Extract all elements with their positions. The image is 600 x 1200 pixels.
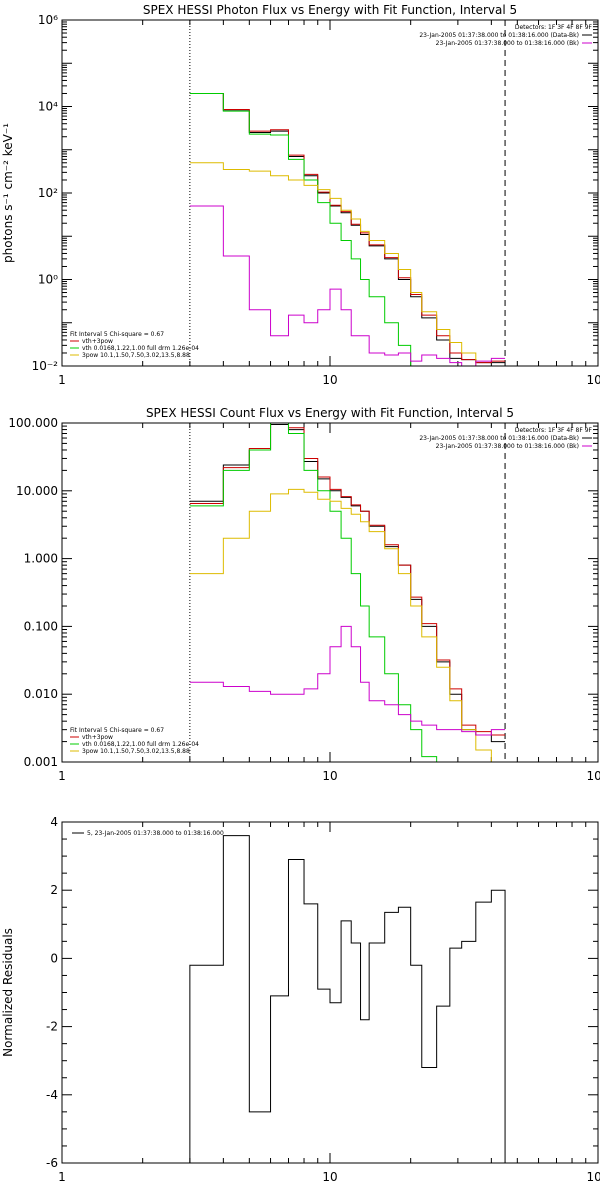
y-tick-label: 100.000: [8, 416, 58, 430]
residual-legend-entry: 5, 23-Jan-2005 01:37:38.000 to 01:38:16.…: [87, 830, 224, 837]
series-line-3: [189, 423, 438, 762]
series-line-1: [189, 92, 506, 364]
chart-title: SPEX HESSI Count Flux vs Energy with Fit…: [146, 406, 514, 420]
series-line-5: [189, 205, 506, 366]
legend-header: Detectors: 1F 3F 4F 8F 9F: [515, 24, 593, 31]
y-tick-label: 10⁰: [38, 273, 58, 287]
x-tick-label: 100: [587, 1170, 600, 1184]
series-line-3: [189, 92, 423, 366]
fit-legend-entry: vth 0.0168,1.22,1.00 full drm 1.26e-04: [82, 741, 199, 748]
plot-frame: [61, 821, 599, 1164]
x-tick-label: 10: [322, 373, 337, 387]
y-tick-label: -2: [46, 1020, 58, 1034]
plot-area: [189, 92, 506, 366]
y-tick-label: -6: [46, 1156, 58, 1170]
series-line-4: [189, 162, 477, 366]
series-line-1: [189, 424, 506, 743]
x-tick-label: 100: [587, 373, 600, 387]
series-line-4: [189, 488, 492, 762]
y-tick-label: 10⁻²: [32, 359, 59, 373]
fit-legend-header: Fit Interval 5 Chi-square = 0.67: [70, 727, 164, 734]
x-tick-label: 1: [58, 373, 66, 387]
series-line-2: [189, 92, 506, 364]
legend-header: Detectors: 1F 3F 4F 8F 9F: [515, 427, 593, 434]
y-tick-label: 10⁶: [38, 13, 58, 27]
y-tick-label: 0.100: [24, 619, 58, 633]
y-axis-label: Normalized Residuals: [1, 928, 15, 1057]
y-axis-label: photons s⁻¹ cm⁻² keV⁻¹: [1, 123, 15, 263]
fit-legend-entry: 3pow 10.1,1.50,7.50,3.02,13.5,8.88: [82, 352, 190, 359]
fit-legend-entry: vth 0.0168,1.22,1.00 full drm 1.26e-04: [82, 345, 199, 352]
y-tick-label: 2: [50, 883, 58, 897]
y-tick-label: 10⁴: [38, 100, 58, 114]
plot-frame: [61, 19, 599, 367]
plot-area: [189, 423, 506, 762]
fit-legend-entry: 3pow 10.1,1.50,7.50,3.02,13.5,8.88: [82, 748, 190, 755]
legend-entry: 23-Jan-2005 01:37:38.000 to 01:38:16.000…: [436, 40, 579, 47]
x-tick-label: 1: [58, 769, 66, 783]
x-tick-label: 100: [587, 769, 600, 783]
x-tick-label: 10: [322, 1170, 337, 1184]
y-tick-label: 1.000: [24, 552, 58, 566]
fit-legend-header: Fit Interval 5 Chi-square = 0.67: [70, 331, 164, 338]
fit-legend-entry: vth+3pow: [82, 338, 113, 345]
chart-panel-1: SPEX HESSI Photon Flux vs Energy with Fi…: [1, 3, 600, 387]
legend-entry: 23-Jan-2005 01:37:38.000 to 01:38:16.000…: [419, 32, 579, 39]
chart-title: SPEX HESSI Photon Flux vs Energy with Fi…: [143, 3, 517, 17]
x-tick-label: 1: [58, 1170, 66, 1184]
y-tick-label: 10.000: [16, 484, 58, 498]
series-line-5: [189, 625, 506, 736]
y-tick-label: 0.001: [24, 755, 58, 769]
y-tick-label: 10²: [38, 186, 58, 200]
chart-panel-2: SPEX HESSI Count Flux vs Energy with Fit…: [8, 406, 600, 783]
y-tick-label: -4: [46, 1088, 58, 1102]
y-tick-label: 0: [50, 951, 58, 965]
series-line-2: [189, 423, 506, 736]
y-tick-label: 0.010: [24, 687, 58, 701]
plot-area: [189, 835, 506, 1163]
legend-entry: 23-Jan-2005 01:37:38.000 to 01:38:16.000…: [436, 443, 579, 450]
legend-entry: 23-Jan-2005 01:37:38.000 to 01:38:16.000…: [419, 435, 579, 442]
series-line-1: [189, 835, 506, 1163]
chart-panel-3: 1 10 100 -6 -4 -2 0 2 4 Normalized Residuals 5, 23…: [1, 815, 600, 1184]
y-tick-label: 4: [50, 815, 58, 829]
x-tick-label: 10: [322, 769, 337, 783]
plot-frame: [61, 422, 599, 763]
fit-legend-entry: vth+3pow: [82, 734, 113, 741]
